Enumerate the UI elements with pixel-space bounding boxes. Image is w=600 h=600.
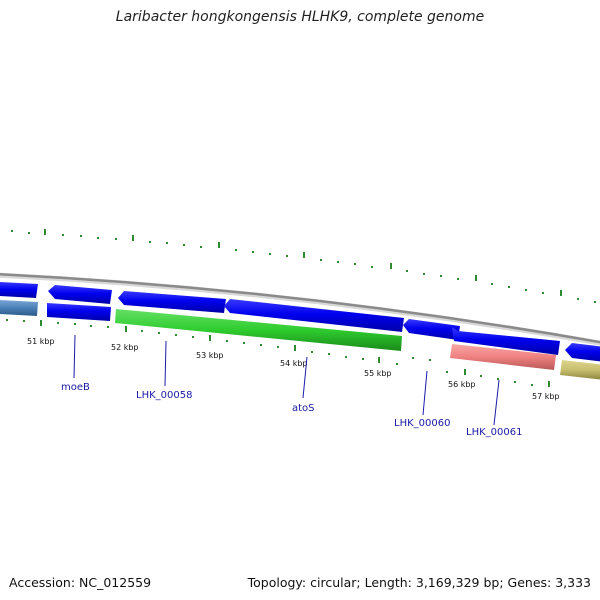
gene-label-atoS[interactable]: atoS [292, 403, 315, 414]
inner-ruler-ticks [6, 319, 550, 387]
gene-forward-right-arrow[interactable] [565, 343, 600, 362]
kbp-label: 57 kbp [532, 392, 560, 401]
leader-lhk00061 [493, 379, 500, 426]
gene-forward-atoS-arrow[interactable] [224, 299, 404, 332]
reverse-strand-genes [0, 300, 600, 380]
leader-lhk00058 [164, 340, 167, 387]
genome-info-label: Topology: circular; Length: 3,169,329 bp… [247, 575, 591, 590]
gene-reverse-olive[interactable] [560, 360, 600, 380]
gene-labels: moeB LHK_00058 atoS LHK_00060 LHK_00061 [61, 382, 522, 438]
leader-lhk00060 [422, 370, 428, 416]
kbp-label: 52 kbp [111, 343, 139, 352]
outer-ruler-ticks [11, 229, 596, 303]
gene-forward-1[interactable] [0, 282, 38, 298]
gene-reverse-green[interactable] [115, 309, 402, 351]
accession-label: Accession: NC_012559 [9, 575, 152, 590]
gene-forward-lhk00060-arrow[interactable] [403, 319, 460, 340]
leader-moeB [73, 334, 76, 379]
kbp-labels: 51 kbp 52 kbp 53 kbp 54 kbp 55 kbp 56 kb… [27, 337, 560, 401]
gene-forward-lhk00058-arrow[interactable] [118, 291, 226, 313]
leader-atoS [302, 356, 308, 399]
kbp-label: 51 kbp [27, 337, 55, 346]
kbp-label: 55 kbp [364, 369, 392, 378]
kbp-label: 56 kbp [448, 380, 476, 389]
gene-label-lhk00058[interactable]: LHK_00058 [136, 390, 192, 401]
genome-backbone-line [0, 273, 600, 344]
gene-label-leaders [73, 334, 500, 426]
gene-label-lhk00061[interactable]: LHK_00061 [466, 427, 522, 438]
gene-label-moeB[interactable]: moeB [61, 382, 90, 393]
gene-reverse-steel[interactable] [0, 300, 38, 316]
map-title: Laribacter hongkongensis HLHK9, complete… [115, 9, 485, 25]
kbp-label: 53 kbp [196, 351, 224, 360]
gene-label-lhk00060[interactable]: LHK_00060 [394, 418, 450, 429]
forward-strand-genes [0, 282, 600, 362]
gene-forward-lhk00061-arrow[interactable] [452, 327, 560, 355]
gene-reverse-pink[interactable] [450, 344, 556, 370]
gene-reverse-blue[interactable] [47, 303, 111, 321]
gene-forward-moeB-arrow[interactable] [48, 285, 112, 304]
kbp-label: 54 kbp [280, 359, 308, 368]
